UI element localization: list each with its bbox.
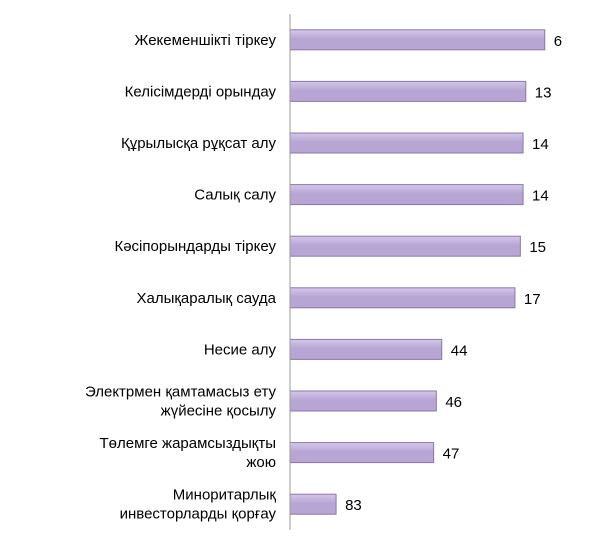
- bars: [289, 29, 546, 515]
- data-label: 17: [524, 291, 541, 308]
- data-label: 13: [535, 84, 552, 101]
- bar: [289, 132, 524, 154]
- bar: [289, 390, 437, 412]
- category-label: Құрылысқа рұқсат алу: [121, 135, 277, 152]
- data-label: 14: [532, 188, 549, 205]
- category-label: Кәсіпорындарды тіркеу: [114, 238, 276, 255]
- category-label: Келісімдерді орындау: [125, 83, 277, 100]
- bar: [289, 493, 337, 515]
- data-label: 6: [554, 33, 562, 50]
- category-labels: Жекеменшікті тіркеу Келісімдерді орындау Қ…: [85, 32, 277, 523]
- category-label: Электрмен қамтамасыз ету жүйесіне қосылу: [85, 384, 277, 420]
- category-label: Салық салу: [194, 187, 276, 204]
- category-label: Төлемге жарамсыздықты жою: [99, 435, 276, 471]
- data-label: 83: [345, 497, 362, 514]
- category-label: Несие алу: [204, 341, 277, 358]
- data-labels: 6 13 14 14 15 17 44 46 47 83: [345, 33, 562, 514]
- bar: [289, 29, 546, 51]
- bar: [289, 184, 524, 206]
- data-label: 46: [445, 394, 462, 411]
- data-label: 44: [451, 342, 468, 359]
- category-label: Миноритарлық инвесторларды қорғау: [120, 487, 277, 523]
- data-label: 47: [443, 446, 460, 463]
- bar: [289, 287, 516, 309]
- bar: [289, 338, 443, 360]
- bar: [289, 235, 521, 257]
- bar: [289, 80, 527, 102]
- data-label: 15: [529, 239, 546, 256]
- category-label: Жекеменшікті тіркеу: [135, 32, 277, 49]
- bar: [289, 442, 435, 464]
- category-label: Халықаралық сауда: [136, 290, 276, 307]
- data-label: 14: [532, 136, 549, 153]
